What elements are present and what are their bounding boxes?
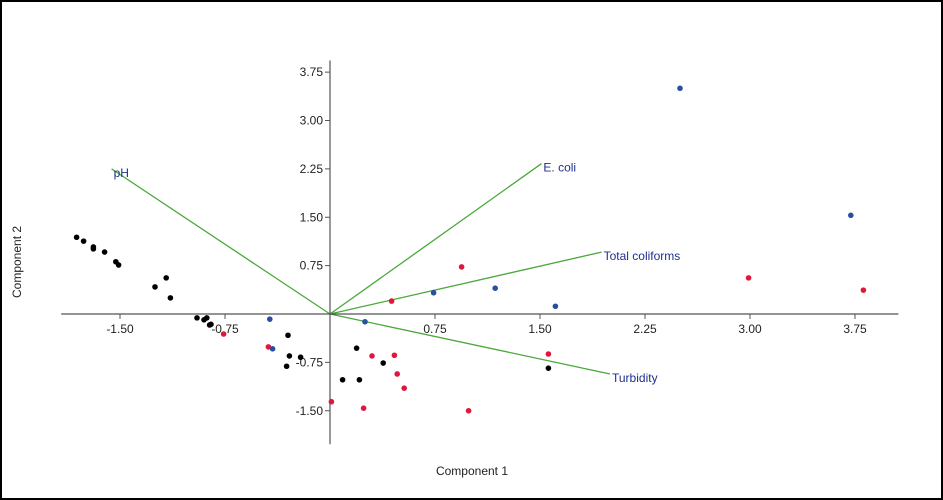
data-point — [328, 398, 335, 405]
vector-label: Turbidity — [612, 371, 658, 385]
data-point — [204, 315, 210, 321]
data-point — [297, 354, 304, 361]
data-point — [265, 344, 272, 350]
data-point — [101, 249, 108, 255]
x-tick-label: 2.25 — [633, 322, 657, 336]
data-point — [285, 332, 291, 339]
x-tick-label: 0.75 — [423, 322, 447, 336]
data-point — [208, 321, 214, 328]
vector-line — [329, 251, 602, 315]
y-tick-label: -1.50 — [296, 404, 324, 418]
x-tick-label: -0.75 — [211, 322, 239, 336]
y-tick-label: 3.75 — [300, 65, 324, 79]
data-point — [458, 264, 465, 270]
vector-label: E. coli — [543, 161, 576, 175]
y-tick-label: 0.75 — [300, 259, 324, 273]
data-point — [283, 363, 290, 370]
x-tick-label: 3.00 — [738, 322, 762, 336]
data-point — [339, 376, 346, 383]
data-point — [369, 353, 375, 359]
vector-line — [329, 313, 611, 375]
data-point — [388, 298, 395, 304]
data-point — [90, 246, 97, 252]
data-point — [115, 262, 122, 268]
data-point — [745, 275, 752, 281]
data-point — [401, 385, 408, 391]
vector-line — [329, 163, 542, 315]
vector-line — [111, 168, 331, 315]
data-point — [492, 285, 499, 292]
y-tick-label: 2.25 — [300, 162, 324, 176]
data-point — [552, 303, 559, 310]
data-point — [194, 315, 200, 321]
data-point — [360, 405, 367, 411]
x-ticks: -1.50 -0.75 0.75 1.50 2.25 3.00 3.75 — [106, 314, 867, 336]
data-point — [465, 407, 472, 414]
loading-vectors — [111, 163, 611, 375]
data-point — [430, 289, 437, 296]
x-tick-label: 1.50 — [528, 322, 552, 336]
data-point — [356, 376, 363, 383]
data-point — [220, 331, 227, 337]
x-tick-label: 3.75 — [843, 322, 867, 336]
data-point — [848, 212, 854, 219]
data-point — [286, 353, 293, 359]
vector-labels: pH E. coli Total coliforms Turbidity — [114, 161, 681, 385]
data-point — [269, 346, 276, 352]
data-point — [267, 316, 273, 322]
y-axis-title: Component 2 — [10, 226, 24, 298]
data-point — [163, 275, 169, 281]
x-axis-title: Component 1 — [436, 464, 508, 478]
data-point — [80, 238, 87, 244]
y-tick-label: 3.00 — [300, 114, 324, 128]
data-point — [394, 371, 401, 377]
data-point — [362, 318, 368, 325]
data-point — [73, 234, 80, 241]
vector-label: pH — [114, 166, 129, 180]
data-point — [152, 284, 158, 290]
data-point — [353, 345, 360, 351]
data-point — [677, 85, 683, 92]
vector-label: Total coliforms — [604, 249, 681, 263]
y-ticks: -1.50-0.750.751.502.253.003.75 — [296, 65, 330, 418]
data-point — [545, 351, 552, 357]
data-points — [73, 85, 867, 414]
data-point — [391, 352, 398, 359]
x-tick-label: -1.50 — [106, 322, 134, 336]
y-tick-label: 1.50 — [300, 210, 324, 224]
data-point — [860, 287, 867, 293]
axes — [61, 60, 899, 445]
data-point — [380, 360, 387, 366]
data-point — [167, 295, 174, 301]
data-point — [545, 365, 552, 371]
